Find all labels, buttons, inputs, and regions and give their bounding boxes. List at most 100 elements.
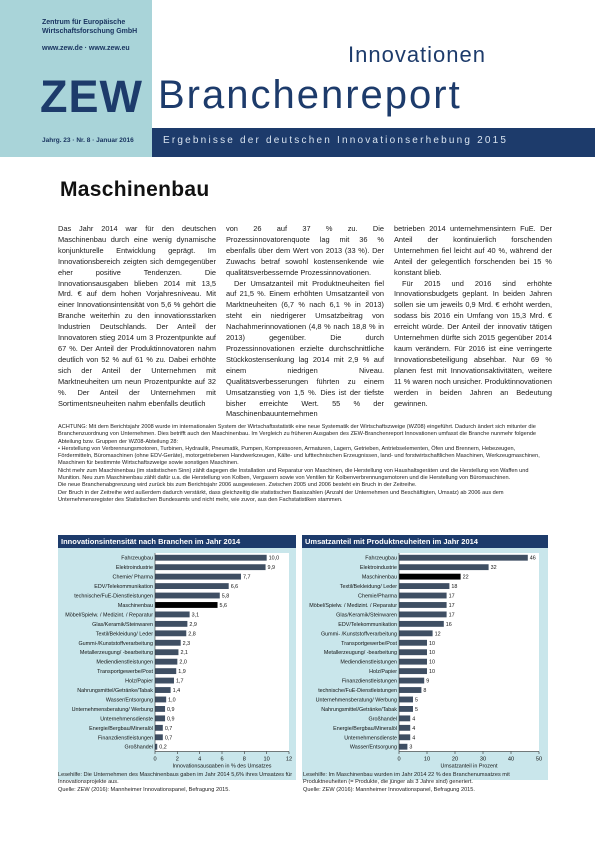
bar [155,639,181,646]
data-label: 5 [415,707,418,713]
x-tick-label: 40 [508,756,514,762]
category-label: Transportgewerbe/Post [97,669,153,675]
bar [155,620,188,627]
bar [155,706,166,712]
bar [155,696,167,703]
category-label: Elektroindustrie [360,565,397,571]
data-label: 8 [423,688,426,694]
data-label: 5,8 [222,594,230,600]
website-links[interactable]: www.zew.de · www.zew.eu [42,45,130,52]
category-label: Metallerzeugung/ -bearbeitung [80,650,153,656]
category-label: Möbel/Spielw. / Medizint. / Reparatur [65,612,153,618]
category-label: Möbel/Spielw. / Medizint. / Reparatur [309,603,397,609]
category-label: Gummi- /Kunststoffverarbeitung [321,631,397,637]
bar [399,583,450,589]
data-label: 6,6 [231,584,239,590]
data-label: 10 [429,641,435,647]
x-tick-label: 12 [286,756,292,762]
category-label: Metallerzeugung/ -bearbeitung [324,650,397,656]
organization-name: Zentrum für Europäische Wirtschaftsforsc… [42,19,138,35]
category-label: technische/FuE-Dienstleistungen [74,594,153,600]
bar [155,602,218,608]
data-label: 7,7 [243,575,251,581]
bar [399,639,427,646]
category-label: Finanzdienstleistungen [98,735,153,741]
chart-innovation-intensity: Innovationsintensität nach Branchen im J… [58,535,296,780]
chart-title: Umsatzanteil mit Produktneuheiten im Jah… [302,535,548,548]
data-label: 10,0 [269,556,280,562]
x-tick-label: 0 [153,756,156,762]
data-label: 5,6 [220,603,228,609]
data-label: 2,3 [183,641,191,647]
category-label: Mediendienstleistungen [340,660,397,666]
category-label: Holz/Papier [369,669,397,675]
data-label: 0,7 [165,726,173,732]
note-paragraph: Die neue Branchenabgrenzung wird zurück … [58,482,417,489]
chart-caption-2: Lesehilfe: Im Maschinenbau wurden im Jah… [303,772,510,793]
x-tick-label: 0 [397,756,400,762]
methodology-note: ACHTUNG: Mit dem Berichtsjahr 2008 wurde… [58,424,550,504]
bar [155,724,163,731]
bar [399,649,427,656]
data-label: 17 [449,612,455,618]
category-label: Textil/Bekleidung/ Leder [96,631,153,637]
zew-logo: ZEW [40,71,143,122]
bar [399,724,411,731]
data-label: 4 [412,726,415,732]
x-tick-label: 2 [176,756,179,762]
data-label: 9,9 [268,565,276,571]
bar [399,564,489,571]
data-label: 0,9 [167,707,175,713]
category-label: Holz/Papier [125,679,153,685]
data-label: 2,9 [189,622,197,628]
data-label: 17 [449,603,455,609]
category-label: Gummi-/Kunststoffverarbeitung [78,641,153,647]
bar [399,554,528,561]
note-paragraph: ACHTUNG: Mit dem Berichtsjahr 2008 wurde… [58,424,537,445]
bar [399,677,425,684]
bar [155,687,171,693]
category-label: Wasser/Entsorgung [106,697,153,703]
issue-info: Jahrg. 23 · Nr. 8 · Januar 2016 [42,137,134,144]
bar [155,611,190,618]
category-label: Textil/Bekleidung/ Leder [340,584,397,590]
x-tick-label: 8 [243,756,246,762]
category-label: Unternehmensberatung/ Werbung [316,697,397,703]
note-paragraph: Der Bruch in der Zeitreihe wird außerdem… [58,489,504,503]
article-title: Maschinenbau [60,178,210,201]
category-label: Maschinenbau [362,575,397,581]
bar [399,668,427,675]
x-axis-label: Umsatzanteil in Prozent [441,763,498,768]
bar [155,554,267,561]
category-label: Nahrungsmittel/Getränke/Tabak [321,707,397,713]
x-tick-label: 10 [424,756,430,762]
category-label: Fahrzeugbau [365,556,397,562]
data-label: 2,0 [179,660,187,666]
data-label: 0,9 [167,716,175,722]
chart-innovation-intensity-svg: Fahrzeugbau 10,0 Elektroindustrie 9,9 Chemie… [65,553,292,768]
data-label: 0,2 [159,745,167,751]
bar [155,715,166,722]
bar [399,696,413,703]
data-label: 32 [491,565,497,571]
category-label: Transportgewerbe/Post [341,641,397,647]
category-label: EDV/Telekommunikation [338,622,397,628]
bar [155,668,177,675]
publication-title-small: Innovationen [348,42,486,67]
bar [399,734,411,741]
data-label: 5 [415,697,418,703]
category-label: Unternehmensdienste [100,716,153,722]
data-label: 18 [451,584,457,590]
category-label: Fahrzeugbau [121,556,153,562]
bar [399,602,447,608]
category-label: Chemie/Pharma [358,594,397,600]
bar [155,658,178,665]
data-label: 1,0 [168,697,176,703]
bar [399,687,422,693]
data-label: 22 [463,575,469,581]
bar [155,649,179,656]
category-label: Finanzdienstleistungen [342,679,397,685]
data-label: 2,1 [180,650,188,656]
data-label: 3 [409,745,412,751]
data-label: 1,9 [178,669,186,675]
